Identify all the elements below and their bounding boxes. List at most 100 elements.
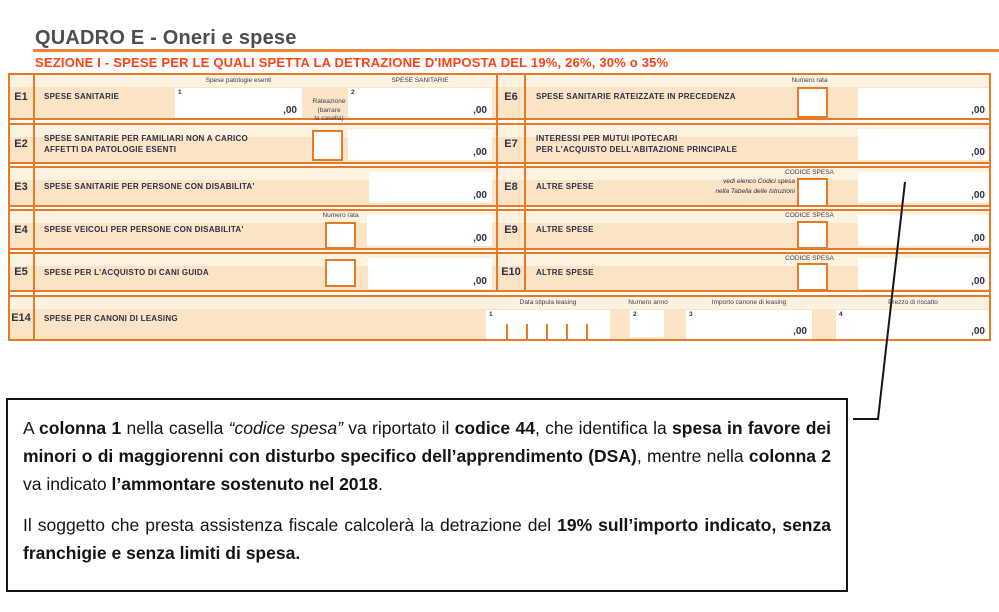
amount-value: ,00 (473, 147, 487, 158)
e4-amount-input[interactable]: ,00 (367, 215, 492, 246)
row-e14: E14 SPESE PER CANONI DI LEASING Data sti… (8, 295, 991, 341)
note-text-run: l’ammontare sostenuto nel 2018 (111, 474, 379, 494)
row-code-e14: E14 (11, 312, 31, 324)
row-code-e1: E1 (14, 90, 28, 103)
row-label-text: INTERESSI PER MUTUI IPOTECARI (536, 133, 678, 143)
e14-prezzo-riscatto-input[interactable]: 4 ,00 (836, 310, 990, 339)
row-label-text: SPESE SANITARIE RATEIZZATE IN PRECEDENZA (536, 92, 736, 101)
row-label-text: SPESE PER CANONI DI LEASING (44, 313, 178, 323)
note-text-run: , mentre nella (636, 446, 749, 466)
row-label-e2: SPESE SANITARIE PER FAMILIARI NON A CARI… (44, 125, 294, 162)
e2-amount-input[interactable]: ,00 (348, 129, 492, 160)
row-label-e7: INTERESSI PER MUTUI IPOTECARI PER L'ACQU… (536, 125, 816, 162)
col1-label: Spese patologie esenti (205, 77, 272, 84)
column-number: 1 (489, 311, 493, 318)
e5-checkbox[interactable] (325, 259, 356, 287)
e14-numero-anno-input[interactable]: 2 (630, 310, 664, 337)
column-number: 4 (839, 311, 843, 318)
amount-value: ,00 (473, 190, 487, 201)
note-text-run: spesa in favore dei minori o di maggiore… (23, 418, 831, 466)
amount-value: ,00 (971, 233, 985, 244)
row-code-e4: E4 (14, 223, 28, 236)
note-paragraph-2: Il soggetto che presta assistenza fiscal… (23, 511, 831, 567)
e1-spese-patologie-input[interactable]: 1 ,00 (175, 88, 302, 118)
e10-amount-input[interactable]: ,00 (858, 258, 990, 289)
note-text-run: , che identifica la (534, 418, 673, 438)
amount-value: ,00 (283, 105, 297, 116)
form-border-left (8, 73, 10, 341)
note-text-run: . (378, 474, 383, 494)
e5-amount-input[interactable]: ,00 (368, 258, 492, 289)
col2-label: SPESE SANITARIE (391, 77, 449, 84)
e9-amount-input[interactable]: ,00 (858, 215, 990, 246)
e1-spese-sanitarie-input[interactable]: 2 ,00 (348, 88, 492, 118)
note-text-run: colonna 2 (748, 446, 831, 466)
e7-amount-input[interactable]: ,00 (858, 129, 990, 160)
amount-value: ,00 (473, 105, 487, 116)
e2-rateazione-checkbox[interactable] (312, 130, 343, 161)
column-number: 3 (689, 311, 693, 318)
codice-spesa-label: CODICE SPESA (785, 212, 834, 219)
e4-numero-rata-input[interactable] (325, 222, 356, 249)
e14-data-stipula-input[interactable]: 1 (486, 310, 610, 339)
e3-amount-input[interactable]: ,00 (369, 172, 492, 203)
row-label-text: ALTRE SPESE (536, 182, 594, 191)
column-number: 2 (351, 89, 355, 96)
row-e5: E5 SPESE PER L'ACQUISTO DI CANI GUIDA ,0… (8, 252, 497, 292)
row-code-e6: E6 (504, 90, 518, 103)
amount-value: ,00 (971, 105, 985, 116)
amount-value: ,00 (971, 326, 985, 337)
e8-amount-input[interactable]: ,00 (858, 172, 990, 203)
row-label-e5: SPESE PER L'ACQUISTO DI CANI GUIDA (44, 254, 324, 290)
row-e2: E2 SPESE SANITARIE PER FAMILIARI NON A C… (8, 123, 497, 164)
prezzo-riscatto-label: Prezzo di riscatto (888, 299, 938, 306)
form-border-right (989, 73, 991, 341)
e10-codice-spesa-input[interactable] (797, 263, 828, 291)
note-paragraph-1: A colonna 1 nella casella “codice spesa”… (23, 414, 831, 498)
row-label-e3: SPESE SANITARIE PER PERSONE CON DISABILI… (44, 168, 334, 205)
note-text-run: Il soggetto che presta assistenza fiscal… (23, 515, 558, 535)
date-separator (586, 324, 588, 339)
codice-spesa-label: CODICE SPESA (785, 169, 834, 176)
codice-spesa-label: CODICE SPESA (785, 255, 834, 262)
row-code-e5: E5 (14, 266, 28, 278)
row-label-e14: SPESE PER CANONI DI LEASING (44, 297, 284, 339)
row-label-e1: SPESE SANITARIE (44, 75, 169, 118)
amount-value: ,00 (971, 276, 985, 287)
rateazione-line: (barrare (317, 106, 341, 114)
rateazione-line: la casella) (314, 115, 344, 122)
note-text-run: va riportato il (342, 418, 455, 438)
e8-codice-spesa-input[interactable] (797, 178, 828, 207)
row-label-text: SPESE SANITARIE PER FAMILIARI NON A CARI… (44, 133, 248, 143)
row-label-text: ALTRE SPESE (536, 267, 594, 277)
row-label-e9: ALTRE SPESE (536, 211, 656, 248)
section-header: SEZIONE I - SPESE PER LE QUALI SPETTA LA… (35, 55, 669, 70)
row-strip (497, 75, 991, 87)
row-code-e3: E3 (14, 180, 28, 193)
row-label-text: SPESE SANITARIE (44, 92, 120, 101)
numero-anno-label: Numero anno (628, 299, 668, 306)
row-e7: E7 INTERESSI PER MUTUI IPOTECARI PER L'A… (497, 123, 991, 164)
e9-codice-spesa-input[interactable] (797, 221, 828, 249)
hint-line: nella Tabella delle Istruzioni (715, 188, 795, 195)
amount-value: ,00 (971, 190, 985, 201)
row-e4: E4 SPESE VEICOLI PER PERSONE CON DISABIL… (8, 209, 497, 250)
row-e6: E6 SPESE SANITARIE RATEIZZATE IN PRECEDE… (497, 73, 991, 120)
amount-value: ,00 (971, 147, 985, 158)
rateazione-label: Rateazione (barrare la casella) (301, 98, 357, 124)
row-code-e9: E9 (504, 223, 518, 236)
column-number: 2 (633, 311, 637, 318)
row-strip (8, 297, 991, 309)
e6-amount-input[interactable]: ,00 (858, 88, 990, 118)
e14-importo-canone-input[interactable]: 3 ,00 (686, 310, 812, 339)
code-column-divider-right (524, 73, 526, 292)
row-code-e7: E7 (504, 137, 518, 150)
date-separator (546, 324, 548, 339)
row-label-text: SPESE SANITARIE PER PERSONE CON DISABILI… (44, 182, 255, 191)
row-strip (8, 75, 497, 87)
row-label-e8: ALTRE SPESE (536, 168, 656, 205)
amount-value: ,00 (793, 326, 807, 337)
numero-rata-label: Numero rata (791, 77, 828, 84)
e6-numero-rata-input[interactable] (797, 87, 828, 118)
